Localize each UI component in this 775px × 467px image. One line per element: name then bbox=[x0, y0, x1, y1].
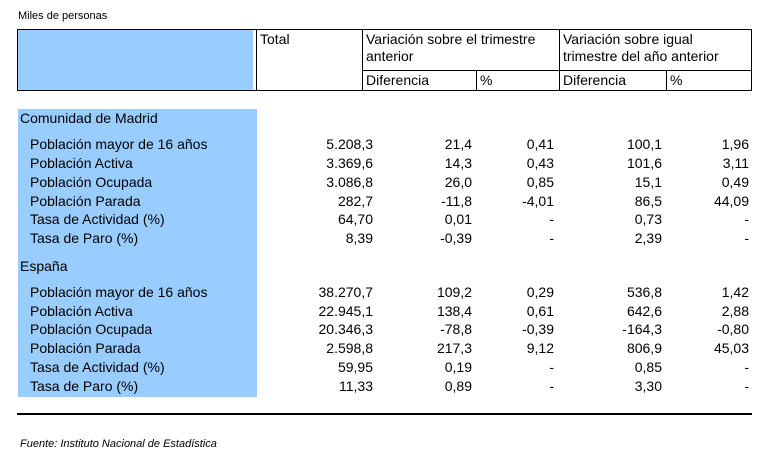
header-pct-trim: % bbox=[480, 72, 493, 88]
cell-p-anual: 0,49 bbox=[721, 174, 749, 190]
cell-p-trim: 0,29 bbox=[526, 284, 554, 300]
header-bottom-border bbox=[17, 90, 752, 91]
source-footnote: Fuente: Instituto Nacional de Estadístic… bbox=[20, 438, 217, 450]
header-label-band bbox=[18, 30, 253, 91]
cell-p-trim: -0,39 bbox=[522, 321, 554, 337]
row-label: Población Parada bbox=[30, 193, 141, 209]
cell-total: 3.369,6 bbox=[326, 155, 373, 171]
cell-p-anual: - bbox=[744, 378, 749, 394]
header-top-border bbox=[17, 29, 752, 30]
cell-p-trim: 0,43 bbox=[526, 155, 554, 171]
cell-d-anual: 806,9 bbox=[626, 340, 662, 356]
header-divider-anual bbox=[559, 29, 560, 91]
cell-p-anual: 44,09 bbox=[713, 193, 749, 209]
cell-total: 59,95 bbox=[337, 359, 373, 375]
cell-p-trim: - bbox=[549, 378, 554, 394]
cell-d-anual: 536,8 bbox=[626, 284, 662, 300]
cell-p-anual: - bbox=[744, 359, 749, 375]
cell-d-trim: 0,01 bbox=[444, 211, 472, 227]
cell-p-trim: -4,01 bbox=[522, 193, 554, 209]
cell-p-anual: 1,42 bbox=[721, 284, 749, 300]
cell-p-trim: - bbox=[549, 211, 554, 227]
cell-d-anual: 86,5 bbox=[634, 193, 662, 209]
row-label: Tasa de Actividad (%) bbox=[30, 359, 165, 375]
cell-d-trim: 26,0 bbox=[444, 174, 472, 190]
cell-total: 5.208,3 bbox=[326, 136, 373, 152]
region-title-espana: España bbox=[20, 258, 68, 274]
header-divider-trim-pct bbox=[476, 70, 477, 91]
header-diferencia-anual: Diferencia bbox=[563, 72, 627, 88]
cell-d-anual: 101,6 bbox=[626, 155, 662, 171]
cell-total: 3.086,8 bbox=[326, 174, 373, 190]
cell-total: 38.270,7 bbox=[318, 284, 374, 300]
cell-p-anual: 45,03 bbox=[713, 340, 749, 356]
header-right-border bbox=[751, 29, 752, 91]
cell-total: 282,7 bbox=[337, 193, 373, 209]
cell-total: 8,39 bbox=[345, 230, 373, 246]
header-var-anual-line2: trimestre del año anterior bbox=[563, 48, 719, 64]
header-divider-anual-pct bbox=[666, 70, 667, 91]
row-label: Población mayor de 16 años bbox=[30, 136, 208, 152]
cell-d-anual: 100,1 bbox=[626, 136, 662, 152]
cell-d-anual: 15,1 bbox=[634, 174, 662, 190]
row-label: Población Activa bbox=[30, 303, 133, 319]
cell-d-trim: 21,4 bbox=[444, 136, 472, 152]
units-note: Miles de personas bbox=[18, 10, 108, 22]
row-label: Población Ocupada bbox=[30, 174, 153, 190]
table-bottom-rule bbox=[17, 413, 752, 415]
cell-d-trim: -0,39 bbox=[440, 230, 472, 246]
cell-d-trim: 109,2 bbox=[436, 284, 472, 300]
cell-d-trim: 138,4 bbox=[436, 303, 472, 319]
cell-p-trim: 0,41 bbox=[526, 136, 554, 152]
cell-total: 64,70 bbox=[337, 211, 373, 227]
row-label: Tasa de Actividad (%) bbox=[30, 211, 165, 227]
cell-p-trim: 9,12 bbox=[526, 340, 554, 356]
header-sub-divider bbox=[362, 70, 752, 71]
region-title-madrid: Comunidad de Madrid bbox=[20, 110, 158, 126]
cell-total: 22.945,1 bbox=[318, 303, 374, 319]
header-total: Total bbox=[260, 31, 290, 47]
cell-p-anual: - bbox=[744, 230, 749, 246]
row-label: Población Activa bbox=[30, 155, 133, 171]
row-label: Población mayor de 16 años bbox=[30, 284, 208, 300]
header-var-anual-line1: Variación sobre igual bbox=[563, 31, 693, 47]
cell-d-trim: 217,3 bbox=[436, 340, 472, 356]
cell-d-anual: 2,39 bbox=[634, 230, 662, 246]
header-divider-trim bbox=[362, 29, 363, 91]
cell-total: 2.598,8 bbox=[326, 340, 373, 356]
cell-p-anual: 2,88 bbox=[721, 303, 749, 319]
header-var-trimestre: Variación sobre el trimestre anterior bbox=[366, 31, 536, 64]
header-divider-total bbox=[256, 29, 257, 91]
cell-d-trim: -78,8 bbox=[440, 321, 472, 337]
cell-d-anual: 642,6 bbox=[626, 303, 662, 319]
row-label: Población Ocupada bbox=[30, 321, 153, 337]
cell-d-anual: -164,3 bbox=[622, 321, 662, 337]
cell-p-trim: - bbox=[549, 230, 554, 246]
cell-p-trim: 0,85 bbox=[526, 174, 554, 190]
cell-d-trim: 14,3 bbox=[444, 155, 472, 171]
cell-total: 20.346,3 bbox=[318, 321, 374, 337]
cell-p-anual: 1,96 bbox=[721, 136, 749, 152]
row-label: Tasa de Paro (%) bbox=[30, 230, 139, 246]
cell-d-anual: 0,85 bbox=[634, 359, 662, 375]
row-label: Tasa de Paro (%) bbox=[30, 378, 139, 394]
header-diferencia-trim: Diferencia bbox=[366, 72, 430, 88]
row-label: Población Parada bbox=[30, 340, 141, 356]
cell-p-trim: 0,61 bbox=[526, 303, 554, 319]
cell-d-trim: -11,8 bbox=[441, 193, 472, 209]
cell-d-anual: 0,73 bbox=[634, 211, 662, 227]
cell-p-anual: 3,11 bbox=[722, 155, 749, 171]
cell-total: 11,33 bbox=[339, 378, 373, 394]
cell-p-anual: -0,80 bbox=[717, 321, 749, 337]
cell-d-trim: 0,89 bbox=[444, 378, 472, 394]
cell-p-anual: - bbox=[744, 211, 749, 227]
cell-d-anual: 3,30 bbox=[634, 378, 662, 394]
cell-d-trim: 0,19 bbox=[444, 359, 472, 375]
header-left-border bbox=[17, 29, 18, 91]
region-label-band bbox=[18, 109, 257, 397]
header-pct-anual: % bbox=[670, 72, 683, 88]
cell-p-trim: - bbox=[549, 359, 554, 375]
